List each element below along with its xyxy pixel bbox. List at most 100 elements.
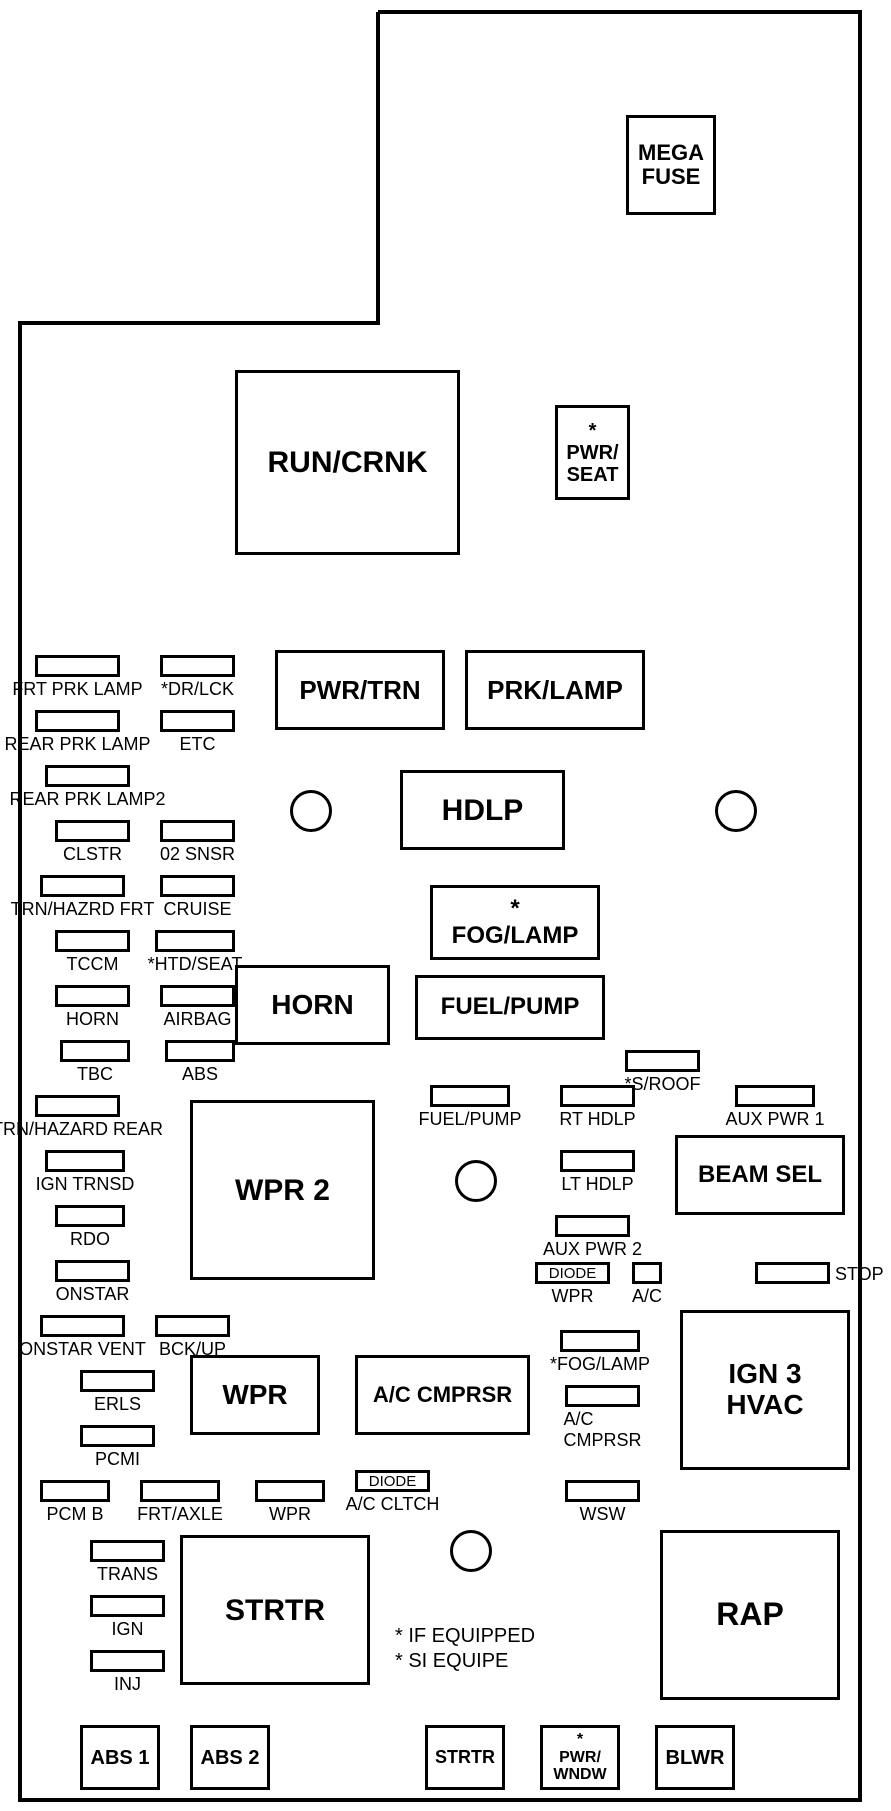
fuse-label-onstar-vent: ONSTAR VENT: [19, 1339, 146, 1360]
fuse-label-airbag: AIRBAG: [163, 1009, 231, 1030]
fuse-aux-pwr-1: [735, 1085, 815, 1107]
fuse-wsw: [565, 1480, 640, 1502]
fuse-label-cruise: CRUISE: [163, 899, 231, 920]
relay-run-crnk: RUN/CRNK: [235, 370, 460, 555]
fuse-label-aux-pwr-1: AUX PWR 1: [725, 1109, 824, 1130]
relay-pwr-trn: PWR/TRN: [275, 650, 445, 730]
fuse-trans: [90, 1540, 165, 1562]
fuse-ign-trnsd: [45, 1150, 125, 1172]
fuse-onstar-vent: [40, 1315, 125, 1337]
fuse-label-wpr-fuse: WPR: [269, 1504, 311, 1525]
fuse-label-trn-hazrd-frt: TRN/HAZRD FRT: [11, 899, 155, 920]
fuse-lt-hdlp: [560, 1150, 635, 1172]
fuse-label-inj: INJ: [114, 1674, 141, 1695]
relay-wpr2: WPR 2: [190, 1100, 375, 1280]
fuse-o2-snsr: [160, 820, 235, 842]
fuse-label-pcm-b: PCM B: [46, 1504, 103, 1525]
fuse-label-aux-pwr-2: AUX PWR 2: [543, 1239, 642, 1260]
fuse-label-rdo: RDO: [70, 1229, 110, 1250]
fuse-ac-cmprsr-fuse: [565, 1385, 640, 1407]
fuse-pcm-b: [40, 1480, 110, 1502]
relay-abs1: ABS 1: [80, 1725, 160, 1790]
fuse-trn-hazrd-frt: [40, 875, 125, 897]
fuse-s-roof: [625, 1050, 700, 1072]
relay-strtr: STRTR: [180, 1535, 370, 1685]
relay-strtr2: STRTR: [425, 1725, 505, 1790]
fuse-rear-prk-lamp: [35, 710, 120, 732]
fuse-label-frt-axle: FRT/AXLE: [137, 1504, 223, 1525]
fuse-sublabel-diode-ac: A/C CLTCH: [346, 1494, 440, 1515]
mounting-hole-1: [715, 790, 757, 832]
fuse-bck-up: [155, 1315, 230, 1337]
fuse-label-ign-fuse: IGN: [111, 1619, 143, 1640]
fuse-horn-fuse: [55, 985, 130, 1007]
fuse-label-bck-up: BCK/UP: [159, 1339, 226, 1360]
fuse-fuel-pump-fuse: [430, 1085, 510, 1107]
relay-rap: RAP: [660, 1530, 840, 1700]
fuse-sublabel-diode-wpr: WPR: [552, 1286, 594, 1307]
fuse-tbc: [60, 1040, 130, 1062]
fuse-label-dr-lck: *DR/LCK: [161, 679, 234, 700]
fuse-tccm: [55, 930, 130, 952]
fuse-label-abs-fuse: ABS: [182, 1064, 218, 1085]
fuse-dr-lck: [160, 655, 235, 677]
fuse-label-clstr: CLSTR: [63, 844, 122, 865]
relay-ac-cmprsr: A/C CMPRSR: [355, 1355, 530, 1435]
fuse-label-trn-hazard-rear: TRN/HAZARD REAR: [0, 1119, 163, 1140]
mounting-hole-0: [290, 790, 332, 832]
fuse-label-fog-lamp-fuse: *FOG/LAMP: [550, 1354, 650, 1375]
fuse-label-ac-cmprsr-fuse: A/CCMPRSR: [563, 1409, 641, 1451]
fuse-onstar: [55, 1260, 130, 1282]
fuse-rdo: [55, 1205, 125, 1227]
relay-horn-relay: HORN: [235, 965, 390, 1045]
fuse-pcmi: [80, 1425, 155, 1447]
fuse-clstr: [55, 820, 130, 842]
fuse-label-fuel-pump-fuse: FUEL/PUMP: [418, 1109, 521, 1130]
fuse-label-ac-fuse: A/C: [632, 1286, 662, 1307]
fuse-label-tccm: TCCM: [67, 954, 119, 975]
relay-abs2: ABS 2: [190, 1725, 270, 1790]
fuse-label-pcmi: PCMI: [95, 1449, 140, 1470]
relay-pwr-seat: *PWR/SEAT: [555, 405, 630, 500]
fuse-etc: [160, 710, 235, 732]
fuse-label-o2-snsr: 02 SNSR: [160, 844, 235, 865]
relay-ign3-hvac: IGN 3HVAC: [680, 1310, 850, 1470]
fuse-label-erls: ERLS: [94, 1394, 141, 1415]
fuse-rt-hdlp: [560, 1085, 635, 1107]
fuse-label-horn-fuse: HORN: [66, 1009, 119, 1030]
fuse-label-trans: TRANS: [97, 1564, 158, 1585]
fuse-label-rear-prk-lamp2: REAR PRK LAMP2: [9, 789, 165, 810]
fuse-label-tbc: TBC: [77, 1064, 113, 1085]
relay-fuel-pump: FUEL/PUMP: [415, 975, 605, 1040]
fuse-diode-ac: DIODE: [355, 1470, 430, 1492]
relay-mega-fuse: MEGAFUSE: [626, 115, 716, 215]
relay-prk-lamp: PRK/LAMP: [465, 650, 645, 730]
mounting-hole-3: [450, 1530, 492, 1572]
fuse-label-stop: STOP: [835, 1264, 884, 1285]
fuse-label-s-roof: *S/ROOF: [624, 1074, 700, 1095]
relay-fog-lamp: *FOG/LAMP: [430, 885, 600, 960]
fuse-label-frt-prk-lamp: FRT PRK LAMP: [12, 679, 142, 700]
fuse-inj: [90, 1650, 165, 1672]
fuse-label-wsw: WSW: [580, 1504, 626, 1525]
fuse-abs-fuse: [165, 1040, 235, 1062]
fuse-diode-wpr: DIODE: [535, 1262, 610, 1284]
footnote-1: * SI EQUIPE: [395, 1650, 508, 1673]
fuse-trn-hazard-rear: [35, 1095, 120, 1117]
fuse-frt-axle: [140, 1480, 220, 1502]
fuse-label-htd-seat: *HTD/SEAT: [148, 954, 243, 975]
fuse-label-rt-hdlp: RT HDLP: [559, 1109, 635, 1130]
relay-beam-sel: BEAM SEL: [675, 1135, 845, 1215]
relay-hdlp: HDLP: [400, 770, 565, 850]
fuse-erls: [80, 1370, 155, 1392]
fuse-cruise: [160, 875, 235, 897]
relay-pwr-wndw: *PWR/WNDW: [540, 1725, 620, 1790]
footnote-0: * IF EQUIPPED: [395, 1625, 535, 1648]
relay-blwr: BLWR: [655, 1725, 735, 1790]
fuse-label-rear-prk-lamp: REAR PRK LAMP: [4, 734, 150, 755]
fuse-label-ign-trnsd: IGN TRNSD: [36, 1174, 135, 1195]
fuse-stop: [755, 1262, 830, 1284]
fuse-label-onstar: ONSTAR: [56, 1284, 130, 1305]
fuse-fog-lamp-fuse: [560, 1330, 640, 1352]
fuse-airbag: [160, 985, 235, 1007]
